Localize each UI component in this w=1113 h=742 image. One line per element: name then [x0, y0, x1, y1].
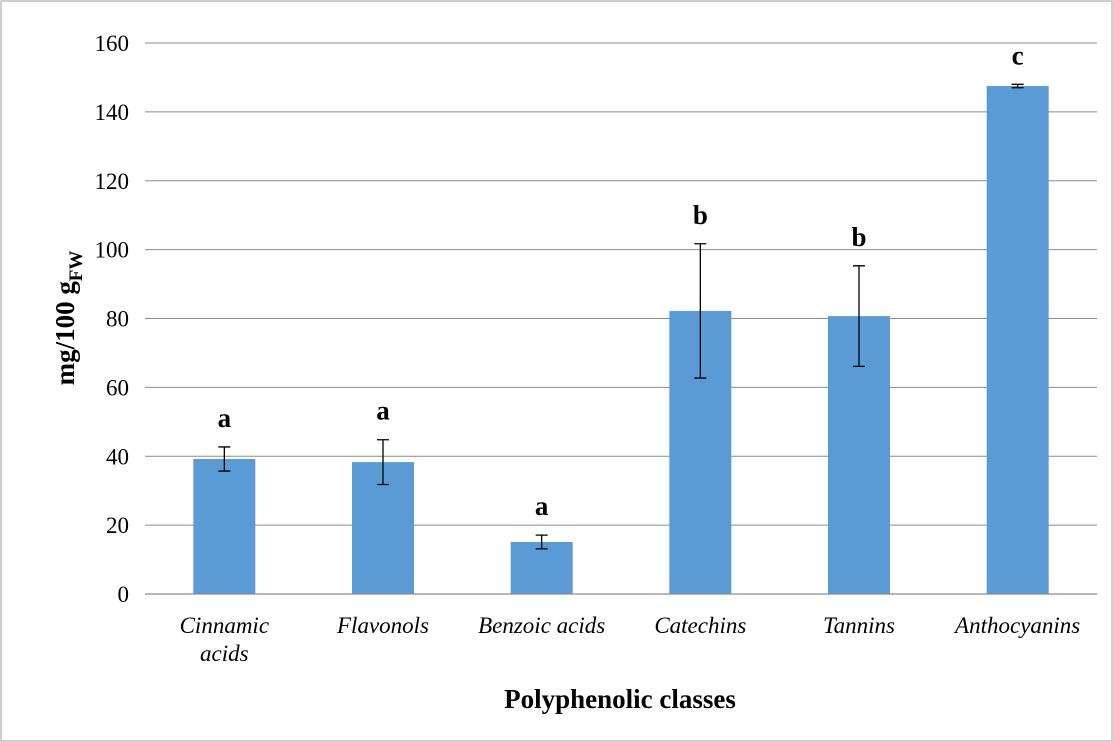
y-tick-label: 120: [95, 169, 130, 194]
y-tick-label: 140: [95, 100, 130, 125]
y-tick-label: 40: [106, 444, 129, 469]
bar: [986, 86, 1049, 594]
x-tick-label: Tannins: [822, 613, 896, 638]
y-tick-label: 0: [118, 582, 130, 607]
significance-letter: a: [376, 396, 390, 426]
x-tick-label: Cinnamic acids: [179, 613, 270, 666]
significance-letter: b: [693, 200, 708, 230]
significance-letter: b: [851, 222, 866, 252]
y-tick-label: 20: [106, 513, 129, 538]
error-bar: [377, 439, 389, 486]
y-axis-title-subscript: FW: [66, 251, 87, 282]
x-tick-label: Anthocyanins: [955, 613, 1081, 638]
x-tick-label: Benzoic acids: [478, 613, 606, 638]
y-tick-label: 160: [95, 31, 130, 56]
bar: [193, 459, 256, 594]
y-axis-title-main: mg/100 g: [50, 281, 80, 386]
error-bar: [1011, 83, 1024, 89]
y-axis-title: mg/100 gFW: [50, 251, 87, 386]
significance-letter: a: [535, 491, 549, 521]
error-bar: [853, 265, 865, 368]
bar: [510, 541, 573, 594]
x-axis-title: Polyphenolic classes: [504, 684, 736, 714]
significance-letter: a: [218, 403, 232, 433]
y-tick-label: 60: [106, 375, 129, 400]
y-tick-label: 80: [106, 307, 129, 332]
error-bar: [218, 446, 231, 472]
y-tick-label: 100: [95, 238, 130, 263]
error-bar: [694, 243, 707, 379]
x-tick-label: Catechins: [654, 613, 747, 638]
error-bar: [535, 534, 548, 550]
significance-letter: c: [1012, 40, 1024, 70]
x-tick-label: Flavonols: [337, 613, 429, 638]
